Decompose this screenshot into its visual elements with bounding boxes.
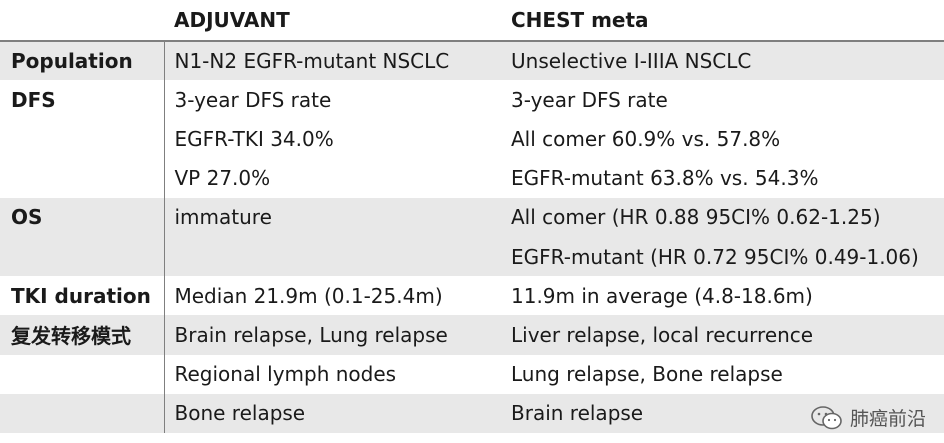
adjuvant-cell: Median 21.9m (0.1-25.4m) [163,276,501,316]
chest-meta-cell: All comer 60.9% vs. 57.8% [501,119,944,159]
watermark: 肺癌前沿 [810,404,926,431]
chest-meta-cell: Brain relapse [501,393,944,433]
adjuvant-cell: Brain relapse, Lung relapse [163,315,501,355]
table-row: EGFR-mutant (HR 0.72 95CI% 0.49-1.06) [0,236,944,277]
chest-meta-cell: All comer (HR 0.88 95CI% 0.62-1.25) [501,197,944,237]
table-body: Population N1-N2 EGFR-mutant NSCLC Unselec… [0,41,944,433]
comparison-table: ADJUVANT CHEST meta Population N1-N2 EGFR… [0,0,944,433]
adjuvant-cell: N1-N2 EGFR-mutant NSCLC [163,41,501,81]
table-row: EGFR-TKI 34.0% All comer 60.9% vs. 57.8% [0,119,944,159]
table-row: 复发转移模式 Brain relapse, Lung relapse Liver r… [0,315,944,355]
chest-meta-cell: EGFR-mutant 63.8% vs. 54.3% [501,158,944,198]
header-chest-meta: CHEST meta [501,0,944,42]
row-label: DFS [0,80,164,120]
table-row: TKI duration Median 21.9m (0.1-25.4m) 11.9… [0,276,944,316]
wechat-icon [811,405,842,429]
chest-meta-cell: EGFR-mutant (HR 0.72 95CI% 0.49-1.06) [501,236,944,277]
adjuvant-cell: 3-year DFS rate [163,80,501,120]
row-label: Population [0,41,164,81]
adjuvant-cell: Bone relapse [163,393,501,433]
chest-meta-cell: Liver relapse, local recurrence [501,315,944,355]
row-label: TKI duration [0,276,164,316]
chest-meta-cell: Lung relapse, Bone relapse [501,354,944,394]
table-row: OS immature All comer (HR 0.88 95CI% 0.62-… [0,197,944,237]
table-row: Population N1-N2 EGFR-mutant NSCLC Unselec… [0,41,944,81]
header-empty [0,0,164,42]
table-row: Regional lymph nodes Lung relapse, Bone r… [0,354,944,394]
chest-meta-cell: 3-year DFS rate [501,80,944,120]
row-label: OS [0,197,164,237]
adjuvant-cell: EGFR-TKI 34.0% [163,119,501,159]
row-label [0,158,164,198]
header-adjuvant: ADJUVANT [164,0,501,42]
watermark-text: 肺癌前沿 [849,408,926,430]
adjuvant-cell: Regional lymph nodes [163,354,501,394]
adjuvant-cell: VP 27.0% [163,158,501,198]
table-row: VP 27.0% EGFR-mutant 63.8% vs. 54.3% [0,158,944,198]
chest-meta-cell: Unselective I-IIIA NSCLC [501,41,944,81]
table-row: Bone relapse Brain relapse [0,393,944,433]
row-label: 复发转移模式 [0,315,164,355]
adjuvant-cell [163,236,501,277]
table-header-row: ADJUVANT CHEST meta [0,0,944,42]
table-row: DFS 3-year DFS rate 3-year DFS rate [0,80,944,120]
row-label [0,119,164,159]
adjuvant-cell: immature [163,197,501,237]
chest-meta-cell: 11.9m in average (4.8-18.6m) [501,276,944,316]
row-label [0,393,164,433]
row-label [0,236,164,277]
row-label [0,354,164,394]
